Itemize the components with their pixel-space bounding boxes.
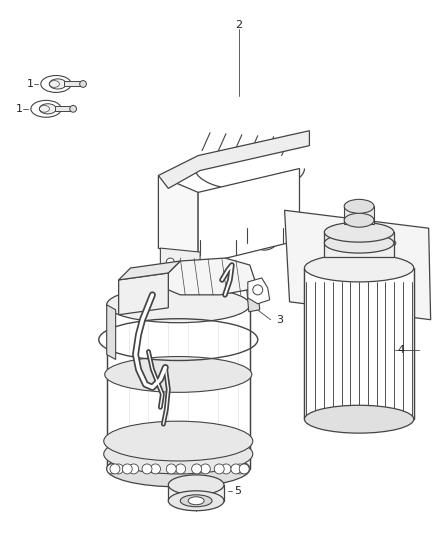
Ellipse shape (180, 495, 212, 507)
Circle shape (231, 464, 241, 474)
Ellipse shape (168, 491, 224, 511)
Ellipse shape (344, 213, 374, 227)
Circle shape (129, 464, 139, 474)
Polygon shape (248, 278, 270, 304)
Circle shape (176, 464, 186, 474)
Text: 5: 5 (234, 486, 241, 496)
Ellipse shape (382, 239, 396, 247)
Ellipse shape (357, 261, 371, 269)
Ellipse shape (334, 259, 344, 265)
Bar (55, 106, 73, 111)
Ellipse shape (80, 80, 86, 87)
Bar (314, 278, 342, 289)
Ellipse shape (70, 106, 77, 112)
Text: 1: 1 (27, 79, 34, 89)
Text: 4: 4 (397, 344, 404, 354)
Ellipse shape (344, 199, 374, 213)
Polygon shape (107, 305, 116, 360)
Circle shape (142, 464, 152, 474)
Polygon shape (198, 168, 300, 265)
Ellipse shape (324, 233, 394, 253)
Circle shape (166, 464, 176, 474)
Ellipse shape (107, 287, 250, 322)
Circle shape (192, 464, 201, 474)
Polygon shape (285, 211, 431, 320)
Circle shape (166, 258, 174, 266)
Circle shape (240, 464, 250, 474)
Polygon shape (247, 288, 260, 312)
Ellipse shape (341, 299, 357, 307)
Ellipse shape (31, 100, 61, 117)
Circle shape (107, 464, 117, 474)
Polygon shape (119, 273, 168, 315)
Ellipse shape (49, 79, 66, 89)
Ellipse shape (104, 421, 253, 461)
Text: 2: 2 (235, 20, 243, 30)
Ellipse shape (344, 234, 358, 242)
Circle shape (151, 464, 160, 474)
Ellipse shape (188, 497, 204, 505)
Ellipse shape (105, 357, 252, 392)
Ellipse shape (304, 405, 414, 433)
Ellipse shape (39, 104, 56, 114)
Ellipse shape (304, 254, 414, 282)
Ellipse shape (107, 451, 250, 487)
Bar (344, 206, 374, 224)
Bar (304, 268, 414, 419)
Polygon shape (168, 258, 255, 295)
Circle shape (214, 464, 224, 474)
Polygon shape (119, 261, 180, 280)
Ellipse shape (324, 222, 394, 242)
Polygon shape (160, 248, 200, 275)
Bar (168, 485, 224, 501)
Circle shape (253, 285, 263, 295)
Bar (64, 82, 83, 86)
Circle shape (200, 464, 210, 474)
Circle shape (221, 464, 231, 474)
Bar (324, 232, 394, 257)
Ellipse shape (311, 297, 323, 303)
Text: 3: 3 (276, 314, 283, 325)
Circle shape (113, 464, 124, 474)
Text: 1: 1 (16, 104, 23, 114)
Ellipse shape (168, 475, 224, 495)
Ellipse shape (104, 434, 253, 474)
Ellipse shape (381, 304, 393, 310)
Bar (107, 305, 250, 469)
Circle shape (235, 464, 245, 474)
Circle shape (110, 464, 120, 474)
Polygon shape (159, 175, 198, 265)
Ellipse shape (41, 76, 71, 92)
Polygon shape (159, 131, 309, 188)
Circle shape (239, 464, 249, 474)
Circle shape (122, 464, 132, 474)
